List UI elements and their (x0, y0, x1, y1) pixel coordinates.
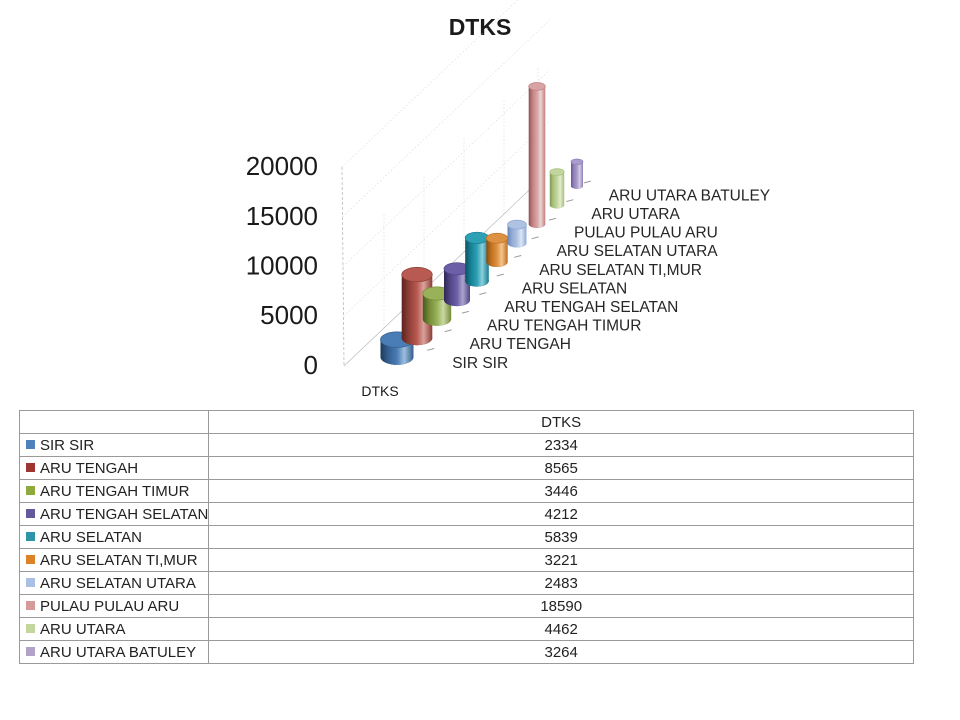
svg-text:ARU TENGAH TIMUR: ARU TENGAH TIMUR (487, 318, 641, 335)
svg-text:SIR SIR: SIR SIR (452, 355, 508, 372)
svg-text:DTKS: DTKS (361, 383, 398, 399)
svg-text:ARU SELATAN: ARU SELATAN (522, 280, 627, 297)
svg-text:ARU UTARA BATULEY: ARU UTARA BATULEY (609, 187, 770, 204)
svg-text:5000: 5000 (260, 300, 318, 330)
svg-text:PULAU PULAU ARU: PULAU PULAU ARU (574, 225, 718, 242)
svg-text:ARU SELATAN UTARA: ARU SELATAN UTARA (557, 243, 719, 260)
svg-text:ARU TENGAH: ARU TENGAH (470, 336, 571, 353)
svg-text:ARU SELATAN TI,MUR: ARU SELATAN TI,MUR (539, 262, 702, 279)
svg-text:10000: 10000 (246, 251, 318, 281)
svg-text:20000: 20000 (246, 151, 318, 181)
svg-text:0: 0 (304, 350, 318, 380)
svg-text:ARU TENGAH SELATAN: ARU TENGAH SELATAN (504, 299, 678, 316)
svg-text:ARU UTARA: ARU UTARA (591, 206, 680, 223)
svg-text:15000: 15000 (246, 201, 318, 231)
